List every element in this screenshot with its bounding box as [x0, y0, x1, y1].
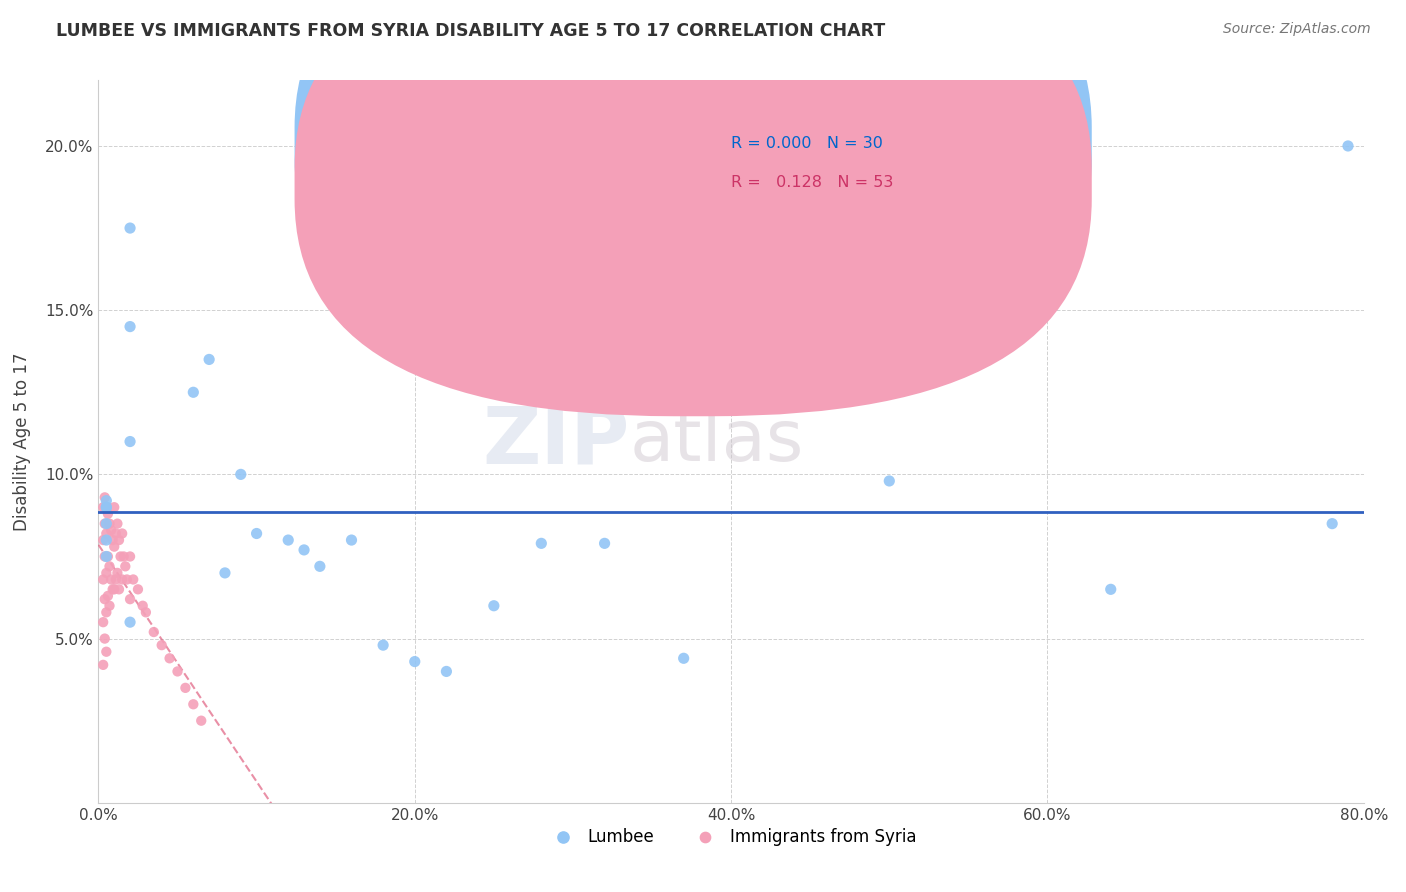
Point: [98, 599, 121, 613]
Point: [96, 549, 118, 564]
Point: [110, 549, 132, 564]
Point: [97, 589, 120, 603]
Point: [93, 592, 117, 607]
Point: [107, 516, 129, 531]
Point: [277, 533, 299, 547]
Point: [111, 573, 134, 587]
Point: [120, 434, 141, 449]
Point: [593, 536, 616, 550]
Point: [120, 592, 141, 607]
Point: [340, 533, 363, 547]
Point: [530, 536, 553, 550]
Point: [120, 615, 141, 630]
Point: [1337, 139, 1360, 153]
Point: [150, 638, 173, 652]
FancyBboxPatch shape: [643, 102, 972, 218]
Point: [93, 516, 117, 531]
Text: R =   0.128   N = 53: R = 0.128 N = 53: [731, 176, 893, 190]
Point: [112, 549, 135, 564]
Point: [108, 533, 131, 547]
Point: [120, 221, 141, 235]
Point: [91, 533, 114, 547]
Point: [371, 638, 394, 652]
Point: [214, 566, 236, 580]
Point: [115, 573, 138, 587]
Point: [104, 573, 127, 587]
Point: [91, 500, 114, 515]
Point: [1322, 516, 1344, 531]
Point: [97, 507, 120, 521]
Point: [482, 599, 505, 613]
Point: [174, 681, 197, 695]
Point: [93, 632, 117, 646]
Point: [159, 651, 181, 665]
Point: [96, 605, 118, 619]
Point: [436, 665, 458, 679]
Point: [96, 500, 118, 515]
Point: [111, 526, 134, 541]
Point: [96, 526, 118, 541]
Point: [246, 526, 269, 541]
Point: [98, 516, 121, 531]
Point: [103, 582, 125, 597]
Point: [166, 665, 188, 679]
Point: [404, 655, 426, 669]
Text: ZIP: ZIP: [482, 402, 630, 481]
Y-axis label: Disability Age 5 to 17: Disability Age 5 to 17: [13, 352, 31, 531]
FancyBboxPatch shape: [295, 0, 1092, 376]
Text: Source: ZipAtlas.com: Source: ZipAtlas.com: [1223, 22, 1371, 37]
Point: [672, 651, 695, 665]
Legend: Lumbee, Immigrants from Syria: Lumbee, Immigrants from Syria: [540, 821, 922, 852]
Point: [96, 500, 118, 515]
Point: [108, 582, 131, 597]
Text: R = 0.000   N = 30: R = 0.000 N = 30: [731, 136, 883, 151]
Point: [114, 559, 136, 574]
Text: LUMBEE VS IMMIGRANTS FROM SYRIA DISABILITY AGE 5 TO 17 CORRELATION CHART: LUMBEE VS IMMIGRANTS FROM SYRIA DISABILI…: [56, 22, 886, 40]
Point: [132, 599, 155, 613]
Point: [103, 540, 125, 554]
Point: [107, 566, 129, 580]
Point: [96, 566, 118, 580]
Point: [96, 500, 118, 515]
Point: [198, 352, 221, 367]
Point: [135, 605, 157, 619]
Point: [120, 549, 141, 564]
Point: [127, 582, 149, 597]
Text: atlas: atlas: [630, 407, 804, 476]
Point: [100, 573, 122, 587]
Point: [103, 500, 125, 515]
Point: [96, 533, 118, 547]
Point: [96, 493, 118, 508]
Point: [91, 573, 114, 587]
Point: [183, 385, 205, 400]
Point: [98, 559, 121, 574]
Point: [101, 533, 124, 547]
Point: [122, 573, 145, 587]
Point: [96, 645, 118, 659]
Point: [229, 467, 252, 482]
Point: [292, 542, 315, 557]
Point: [877, 474, 900, 488]
Point: [91, 657, 114, 672]
Point: [97, 549, 120, 564]
Point: [96, 516, 118, 531]
Point: [190, 714, 212, 728]
FancyBboxPatch shape: [295, 0, 1092, 417]
Point: [100, 523, 122, 537]
Point: [93, 549, 117, 564]
Point: [142, 625, 165, 640]
Point: [309, 559, 332, 574]
Point: [183, 698, 205, 712]
Point: [120, 319, 141, 334]
Point: [104, 526, 127, 541]
Point: [93, 491, 117, 505]
Point: [1099, 582, 1122, 597]
Point: [91, 615, 114, 630]
Point: [101, 582, 124, 597]
